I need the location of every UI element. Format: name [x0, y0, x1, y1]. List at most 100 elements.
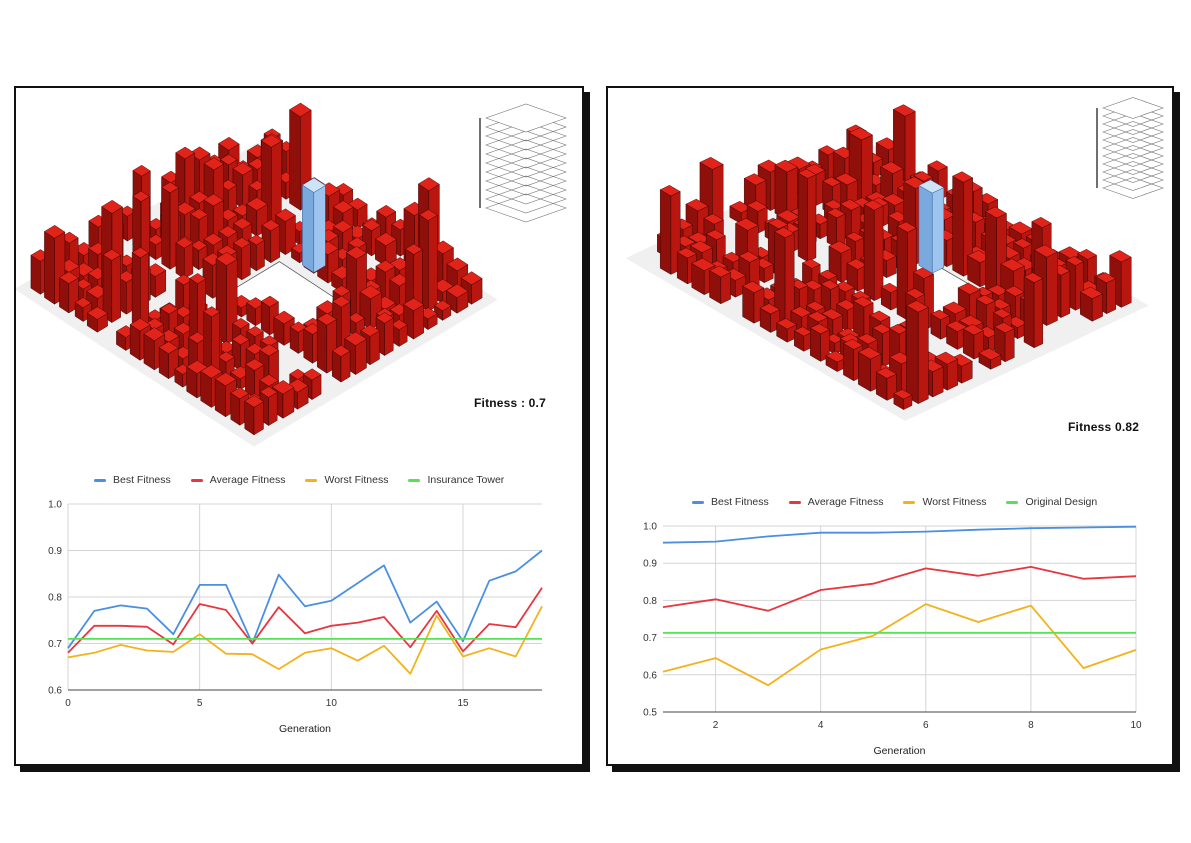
y-tick-label: 0.8	[643, 596, 657, 607]
building-roof	[888, 323, 909, 335]
building-face	[289, 109, 301, 211]
building-roof	[846, 258, 868, 270]
x-tick-label: 0	[65, 698, 71, 709]
y-tick-label: 1.0	[48, 500, 62, 511]
legend-item-reference: Insurance Tower	[408, 474, 504, 486]
x-tick-label: 4	[818, 720, 824, 731]
building-roof	[161, 181, 179, 194]
legend-label-best: Best Fitness	[711, 496, 769, 508]
building-face	[1023, 276, 1035, 349]
building-roof	[975, 294, 996, 306]
building-roof	[333, 182, 354, 196]
y-tick-label: 0.6	[643, 670, 657, 681]
building-roof	[203, 157, 225, 171]
building-face	[660, 189, 672, 275]
building-roof	[659, 185, 681, 197]
building-roof	[347, 312, 365, 324]
building-face	[952, 175, 964, 277]
building-roof	[1013, 238, 1033, 249]
building-roof	[331, 345, 351, 357]
building-roof	[446, 257, 469, 272]
x-tick-label: 10	[1130, 720, 1142, 731]
panel-left: Fitness : 0.7 Best Fitness Average Fitne…	[14, 86, 584, 766]
legend-label-average: Average Fitness	[209, 474, 286, 486]
massing-floor	[1102, 121, 1164, 143]
building-roof	[190, 239, 208, 251]
building-roof	[376, 204, 397, 218]
building-roof	[214, 372, 237, 387]
building-face	[985, 211, 997, 297]
building-roof	[875, 367, 897, 379]
x-tick-label: 5	[197, 698, 203, 709]
city-render-right	[625, 97, 1164, 421]
building-roof	[1095, 272, 1117, 284]
building-roof	[374, 232, 397, 247]
building-face	[947, 358, 958, 391]
grid	[67, 503, 542, 691]
building-roof	[1023, 272, 1044, 283]
building-roof	[834, 172, 858, 186]
building-roof	[893, 389, 913, 400]
legend-item-reference: Original Design	[1006, 496, 1097, 508]
building-face	[1033, 278, 1043, 349]
building-face	[260, 300, 271, 336]
building-face	[874, 205, 884, 302]
legend-label-worst: Worst Fitness	[324, 474, 389, 486]
building-roof	[1004, 285, 1025, 297]
massing-floor	[485, 139, 567, 169]
building-roof	[828, 240, 853, 254]
building-roof	[375, 312, 394, 324]
y-tick-label: 0.9	[48, 546, 62, 557]
building-roof	[863, 199, 884, 211]
building-roof	[905, 288, 926, 299]
building-roof	[992, 308, 1012, 319]
tower-face	[931, 187, 945, 274]
building-roof	[260, 134, 282, 148]
building-roof	[743, 173, 767, 186]
building-roof	[273, 310, 295, 325]
series-line-average-fitness	[67, 587, 543, 654]
tower-roof	[301, 177, 326, 193]
building-roof	[839, 199, 862, 211]
building-roof	[676, 247, 697, 259]
building-roof	[244, 395, 264, 408]
legend-swatch-reference	[408, 478, 421, 482]
building-roof	[821, 308, 844, 321]
building-face	[826, 211, 837, 249]
building-roof	[418, 177, 440, 191]
building-face	[918, 306, 929, 405]
building-roof	[332, 200, 354, 214]
building-roof	[709, 265, 732, 278]
building-roof	[1065, 256, 1085, 266]
legend-item-best: Best Fitness	[94, 474, 171, 486]
building-roof	[818, 145, 837, 156]
building-roof	[742, 281, 765, 293]
tower-face	[313, 185, 326, 273]
massing-floor	[485, 175, 567, 205]
building-roof	[218, 136, 240, 151]
building-roof	[845, 231, 865, 242]
legend-right: Best Fitness Average Fitness Worst Fitne…	[692, 496, 1097, 508]
y-tick-label: 0.7	[48, 639, 62, 650]
building-face	[270, 225, 280, 264]
building-roof	[259, 343, 279, 357]
series-line-best-fitness	[67, 549, 543, 649]
building-roof	[434, 300, 452, 312]
building-roof	[987, 284, 1009, 296]
legend-swatch-reference	[1006, 500, 1019, 504]
legend-item-average: Average Fitness	[788, 496, 883, 508]
building-roof	[984, 206, 1007, 219]
legend-item-worst: Worst Fitness	[305, 474, 388, 486]
building-roof	[705, 229, 726, 241]
building-roof	[793, 326, 813, 337]
building-roof	[189, 273, 207, 284]
massing-floor	[1102, 137, 1164, 159]
building-roof	[962, 324, 984, 336]
building-face	[317, 318, 327, 374]
building-face	[44, 231, 55, 305]
y-tick-label: 0.8	[48, 593, 62, 604]
building-roof	[460, 271, 483, 286]
building-roof	[807, 311, 828, 323]
building-face	[268, 391, 278, 426]
building-roof	[880, 161, 904, 174]
